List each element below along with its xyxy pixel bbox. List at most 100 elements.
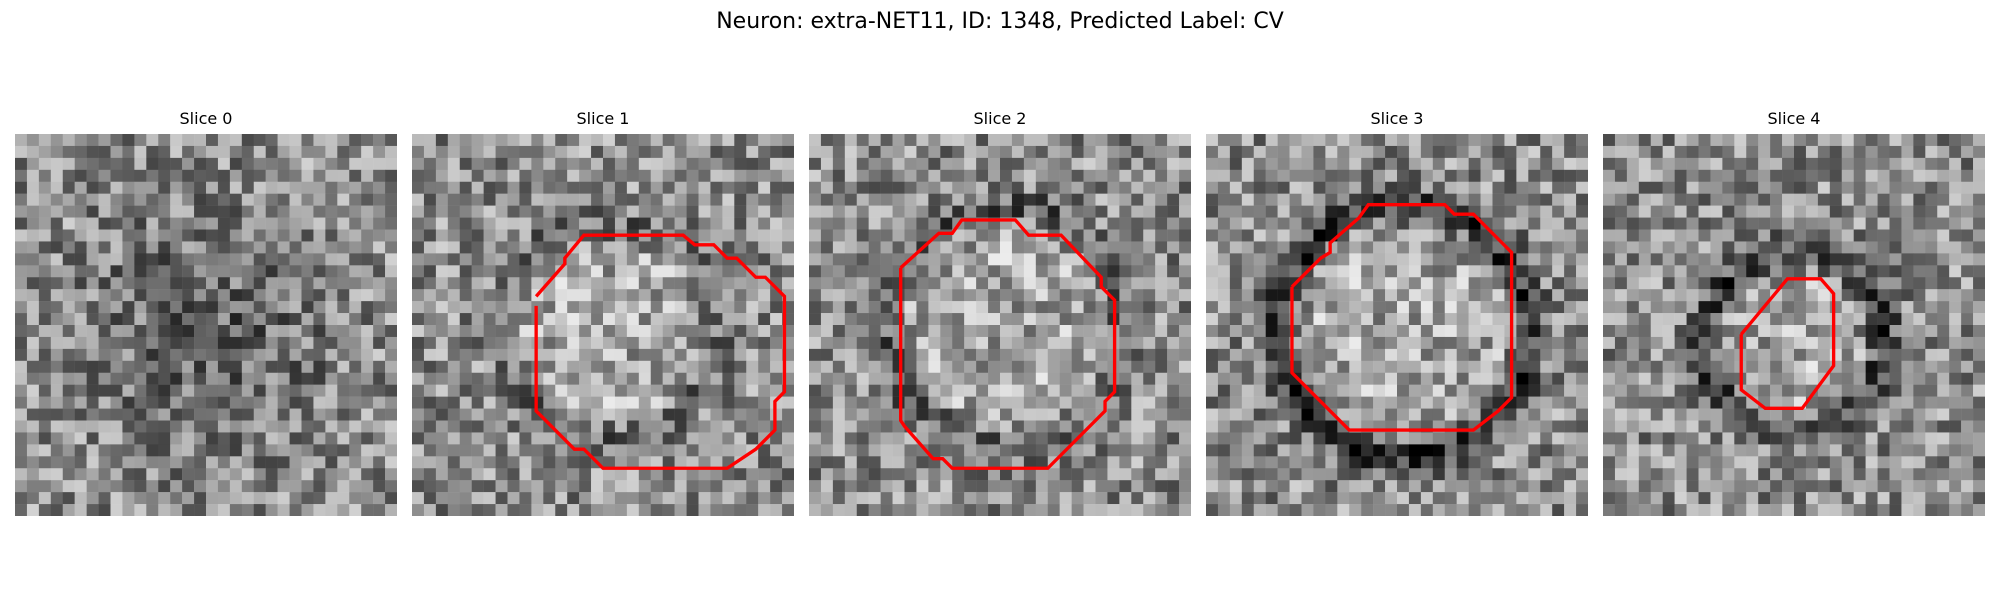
pixel-cell xyxy=(674,205,687,218)
pixel-cell xyxy=(746,145,759,159)
pixel-cell xyxy=(15,348,28,362)
pixel-cell xyxy=(158,336,171,350)
pixel-cell xyxy=(349,229,362,242)
pixel-cell xyxy=(820,181,834,194)
pixel-cell xyxy=(1083,444,1096,457)
pixel-cell xyxy=(591,336,604,350)
pixel-cell xyxy=(229,253,243,266)
pixel-cell xyxy=(519,420,532,433)
pixel-cell xyxy=(626,408,640,421)
pixel-cell xyxy=(964,193,977,206)
pixel-cell xyxy=(86,336,99,350)
pixel-cell xyxy=(158,480,171,493)
pixel-cell xyxy=(591,193,604,206)
pixel-cell xyxy=(349,468,362,481)
pixel-cell xyxy=(1817,456,1831,469)
pixel-cell xyxy=(1552,444,1565,457)
pixel-cell xyxy=(1698,205,1711,218)
pixel-cell xyxy=(1071,420,1084,433)
pixel-cell xyxy=(746,181,759,194)
pixel-cell xyxy=(337,217,350,230)
pixel-cell xyxy=(1071,408,1084,421)
pixel-cell xyxy=(1119,325,1132,338)
pixel-cell xyxy=(194,277,207,290)
pixel-cell xyxy=(1095,181,1108,194)
pixel-cell xyxy=(1385,241,1398,254)
pixel-cell xyxy=(1047,241,1060,254)
pixel-cell xyxy=(1241,396,1254,409)
pixel-cell xyxy=(1143,134,1156,147)
pixel-cell xyxy=(277,396,290,409)
pixel-cell xyxy=(1301,348,1314,362)
pixel-cell xyxy=(1131,420,1144,433)
pixel-cell xyxy=(459,384,472,397)
pixel-cell xyxy=(361,181,374,194)
pixel-cell xyxy=(1734,217,1747,230)
pixel-cell xyxy=(1325,444,1338,457)
pixel-cell xyxy=(1853,408,1866,421)
pixel-cell xyxy=(770,205,783,218)
pixel-cell xyxy=(1217,229,1231,242)
pixel-cell xyxy=(1552,480,1565,493)
pixel-cell xyxy=(844,241,857,254)
pixel-cell xyxy=(1841,217,1854,230)
pixel-cell xyxy=(146,277,159,290)
pixel-cell xyxy=(325,432,338,445)
pixel-cell xyxy=(325,444,338,457)
pixel-cell xyxy=(555,289,568,302)
pixel-cell xyxy=(50,193,63,206)
pixel-cell xyxy=(1650,384,1663,397)
pixel-cell xyxy=(1638,205,1651,218)
pixel-cell xyxy=(435,396,449,409)
pixel-cell xyxy=(1265,289,1278,302)
pixel-cell xyxy=(158,325,171,338)
pixel-cell xyxy=(758,241,771,254)
pixel-cell xyxy=(976,336,989,350)
pixel-cell xyxy=(1468,313,1481,326)
pixel-cell xyxy=(531,468,544,481)
pixel-cell xyxy=(591,348,604,362)
pixel-cell xyxy=(662,360,675,373)
pixel-cell xyxy=(301,289,314,302)
pixel-cell xyxy=(892,313,905,326)
pixel-cell xyxy=(134,384,147,397)
pixel-cell xyxy=(1614,313,1628,326)
pixel-cell xyxy=(98,468,111,481)
pixel-cell xyxy=(638,360,651,373)
pixel-cell xyxy=(988,468,1001,481)
pixel-cell xyxy=(313,193,326,206)
pixel-cell xyxy=(1155,253,1168,266)
pixel-cell xyxy=(928,384,941,397)
pixel-cell xyxy=(868,229,881,242)
pixel-cell xyxy=(423,480,437,493)
pixel-cell xyxy=(301,432,314,445)
pixel-cell xyxy=(265,301,278,314)
pixel-cell xyxy=(626,289,640,302)
pixel-cell xyxy=(74,217,87,230)
pixel-cell xyxy=(134,360,147,373)
pixel-cell xyxy=(38,193,52,206)
pixel-cell xyxy=(349,313,362,326)
pixel-cell xyxy=(1614,301,1628,314)
pixel-cell xyxy=(1265,372,1278,385)
pixel-cell xyxy=(626,217,640,230)
pixel-cell xyxy=(253,301,266,314)
pixel-cell xyxy=(361,325,374,338)
pixel-cell xyxy=(1480,205,1493,218)
pixel-cell xyxy=(1770,193,1783,206)
pixel-cell xyxy=(1000,504,1013,516)
pixel-cell xyxy=(940,468,953,481)
pixel-cell xyxy=(1373,468,1386,481)
pixel-cell xyxy=(1913,157,1926,171)
pixel-cell xyxy=(217,348,231,362)
pixel-cell xyxy=(722,289,735,302)
pixel-cell xyxy=(614,169,628,182)
pixel-cell xyxy=(265,432,278,445)
pixel-cell xyxy=(1253,384,1266,397)
pixel-cell xyxy=(62,289,75,302)
pixel-cell xyxy=(1229,444,1243,457)
pixel-cell xyxy=(241,217,254,230)
pixel-cell xyxy=(349,181,362,194)
pixel-cell xyxy=(1277,145,1290,159)
pixel-cell xyxy=(1937,336,1950,350)
